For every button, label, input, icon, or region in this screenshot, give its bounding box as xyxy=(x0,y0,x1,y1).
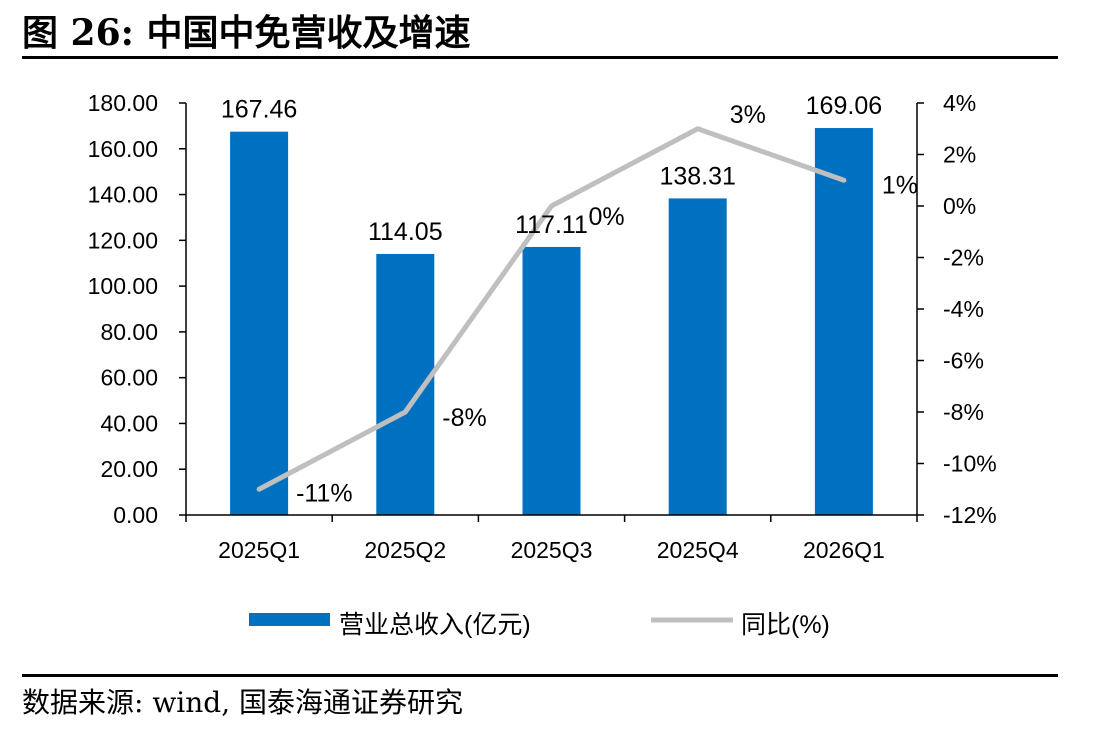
line-data-label: 0% xyxy=(589,203,625,231)
y-left-tick-label: 40.00 xyxy=(100,410,158,436)
y-right-tick-label: -6% xyxy=(943,348,984,374)
source-note: 数据来源: wind, 国泰海通证券研究 xyxy=(22,686,464,719)
y-right-tick-label: 2% xyxy=(943,142,976,168)
legend-label-bar: 营业总收入(亿元) xyxy=(339,611,531,639)
bar-data-label: 138.31 xyxy=(659,162,735,190)
source-rule xyxy=(22,674,1058,677)
line-yoy xyxy=(256,126,847,492)
line-data-label: 3% xyxy=(730,101,766,129)
y-left-tick-label: 0.00 xyxy=(113,502,158,528)
y-right-tick-label: 4% xyxy=(943,90,976,116)
y-right-tick-label: -4% xyxy=(943,296,984,322)
y-left-tick-label: 160.00 xyxy=(88,136,158,162)
y-right-tick-label: -12% xyxy=(943,502,997,528)
y-left-tick-label: 80.00 xyxy=(100,319,158,345)
bar-data-label: 114.05 xyxy=(368,218,443,246)
legend-label-line: 同比(%) xyxy=(741,611,830,639)
bar-2025Q4 xyxy=(668,198,727,516)
x-tick-label: 2025Q3 xyxy=(511,537,593,563)
bar-2025Q1 xyxy=(230,131,289,515)
bar-data-label: 167.46 xyxy=(221,96,297,124)
legend-swatch-bar xyxy=(249,613,330,626)
y-left-tick-label: 100.00 xyxy=(88,273,158,299)
x-tick-label: 2025Q2 xyxy=(364,537,446,563)
y-left-tick-label: 180.00 xyxy=(88,90,158,116)
line-data-label: 1% xyxy=(882,171,918,199)
y-left-tick-label: 120.00 xyxy=(88,227,158,253)
line-data-label: -11% xyxy=(296,479,353,507)
y-right-tick-label: -2% xyxy=(943,245,984,271)
title-rule xyxy=(22,56,1058,59)
x-tick-label: 2026Q1 xyxy=(803,537,885,563)
y-left-tick-label: 140.00 xyxy=(88,182,158,208)
x-tick-label: 2025Q4 xyxy=(657,537,739,563)
bar-data-label: 117.11 xyxy=(515,211,588,239)
y-left-tick-label: 60.00 xyxy=(100,365,158,391)
bar-data-label: 169.06 xyxy=(806,92,882,120)
bar-2026Q1 xyxy=(814,128,873,515)
bar-2025Q3 xyxy=(522,246,581,515)
y-right-tick-label: 0% xyxy=(943,193,976,219)
line-data-label: -8% xyxy=(442,404,486,432)
y-right-tick-label: -8% xyxy=(943,399,984,425)
y-left-tick-label: 20.00 xyxy=(100,456,158,482)
y-right-tick-label: -10% xyxy=(943,451,997,477)
chart-title: 图 26: 中国中免营收及增速 xyxy=(22,12,471,54)
x-tick-label: 2025Q1 xyxy=(218,537,300,563)
